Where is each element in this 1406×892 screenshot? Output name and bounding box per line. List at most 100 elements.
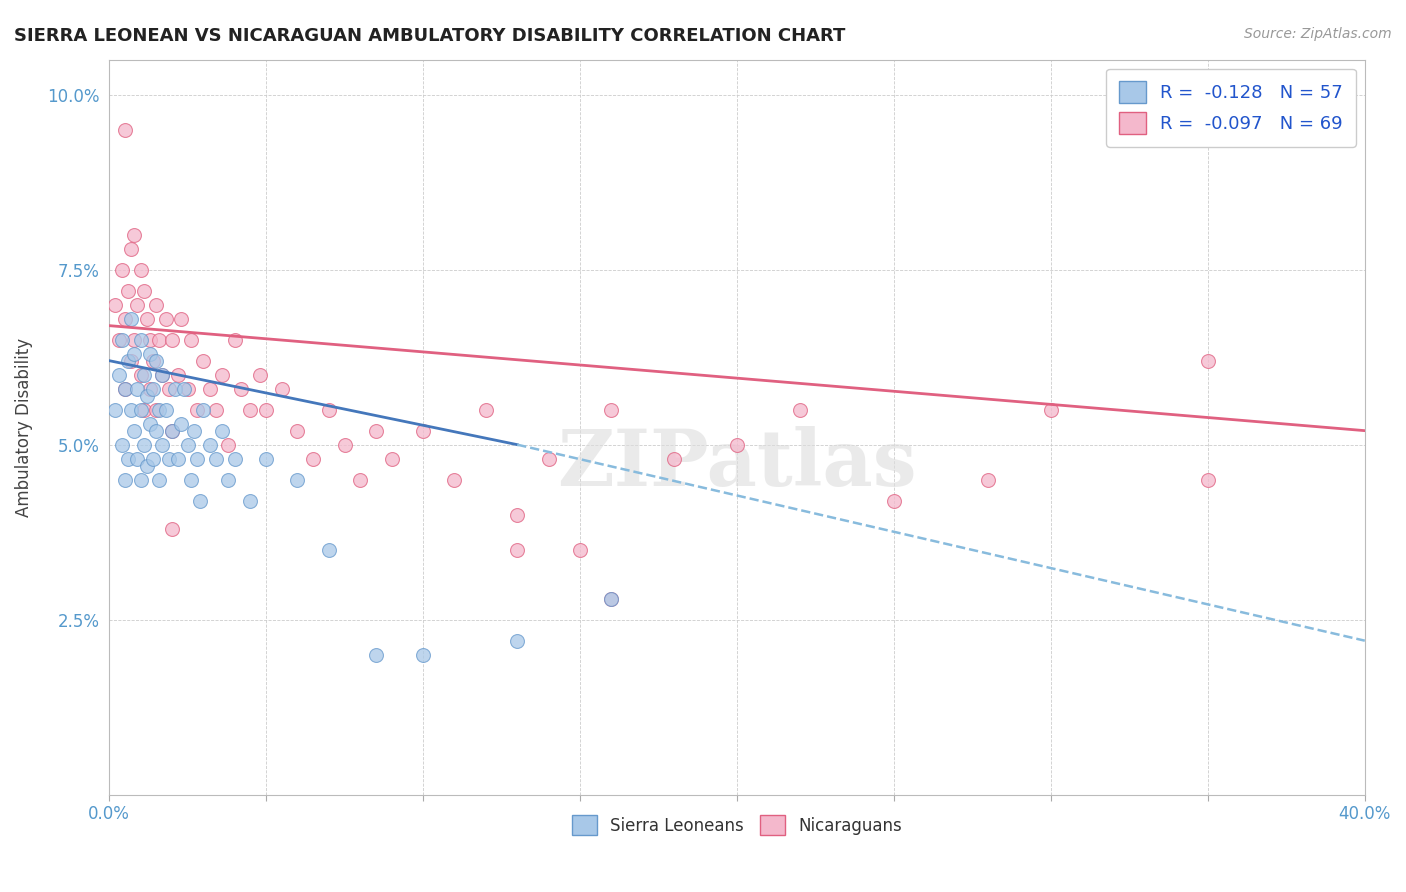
Point	[142, 451, 165, 466]
Point	[249, 368, 271, 382]
Point	[186, 402, 208, 417]
Point	[183, 424, 205, 438]
Point	[111, 333, 134, 347]
Point	[142, 382, 165, 396]
Point	[114, 311, 136, 326]
Point	[229, 382, 252, 396]
Point	[600, 591, 623, 606]
Point	[600, 402, 623, 417]
Point	[287, 424, 309, 438]
Point	[114, 122, 136, 136]
Point	[132, 368, 155, 382]
Point	[122, 333, 145, 347]
Point	[167, 368, 190, 382]
Point	[170, 311, 193, 326]
Point	[148, 402, 170, 417]
Point	[180, 473, 202, 487]
Point	[224, 451, 246, 466]
Y-axis label: Ambulatory Disability: Ambulatory Disability	[15, 337, 32, 516]
Point	[364, 648, 387, 662]
Point	[152, 368, 174, 382]
Point	[239, 402, 262, 417]
Point	[160, 424, 183, 438]
Point	[193, 402, 215, 417]
Point	[381, 451, 404, 466]
Point	[160, 333, 183, 347]
Point	[170, 417, 193, 431]
Point	[186, 451, 208, 466]
Point	[132, 284, 155, 298]
Point	[600, 591, 623, 606]
Point	[155, 311, 177, 326]
Point	[117, 284, 139, 298]
Point	[173, 382, 195, 396]
Point	[318, 402, 340, 417]
Point	[120, 402, 142, 417]
Point	[349, 473, 371, 487]
Point	[104, 298, 127, 312]
Point	[198, 437, 221, 451]
Point	[725, 437, 748, 451]
Point	[977, 473, 1000, 487]
Point	[193, 353, 215, 368]
Point	[205, 451, 228, 466]
Point	[318, 542, 340, 557]
Point	[176, 382, 198, 396]
Point	[160, 424, 183, 438]
Point	[364, 424, 387, 438]
Point	[1197, 353, 1219, 368]
Point	[506, 508, 529, 522]
Point	[1197, 473, 1219, 487]
Point	[198, 382, 221, 396]
Point	[122, 424, 145, 438]
Point	[122, 227, 145, 242]
Point	[139, 333, 162, 347]
Point	[114, 473, 136, 487]
Point	[135, 389, 157, 403]
Point	[111, 262, 134, 277]
Point	[132, 437, 155, 451]
Point	[152, 437, 174, 451]
Point	[107, 333, 129, 347]
Point	[217, 437, 239, 451]
Point	[157, 451, 180, 466]
Point	[145, 298, 167, 312]
Point	[114, 382, 136, 396]
Point	[224, 333, 246, 347]
Point	[155, 402, 177, 417]
Point	[662, 451, 685, 466]
Point	[114, 382, 136, 396]
Point	[412, 424, 434, 438]
Point	[117, 353, 139, 368]
Point	[270, 382, 292, 396]
Point	[132, 402, 155, 417]
Point	[122, 346, 145, 360]
Point	[148, 333, 170, 347]
Point	[111, 437, 134, 451]
Point	[302, 451, 325, 466]
Point	[139, 346, 162, 360]
Point	[127, 451, 149, 466]
Point	[412, 648, 434, 662]
Point	[145, 402, 167, 417]
Point	[129, 262, 152, 277]
Point	[211, 424, 233, 438]
Point	[127, 382, 149, 396]
Point	[127, 298, 149, 312]
Point	[211, 368, 233, 382]
Point	[129, 333, 152, 347]
Point	[217, 473, 239, 487]
Point	[167, 451, 190, 466]
Point	[239, 493, 262, 508]
Point	[506, 633, 529, 648]
Point	[117, 451, 139, 466]
Point	[120, 311, 142, 326]
Point	[569, 542, 592, 557]
Point	[135, 311, 157, 326]
Point	[287, 473, 309, 487]
Point	[120, 242, 142, 256]
Point	[176, 437, 198, 451]
Point	[139, 382, 162, 396]
Point	[188, 493, 211, 508]
Point	[443, 473, 465, 487]
